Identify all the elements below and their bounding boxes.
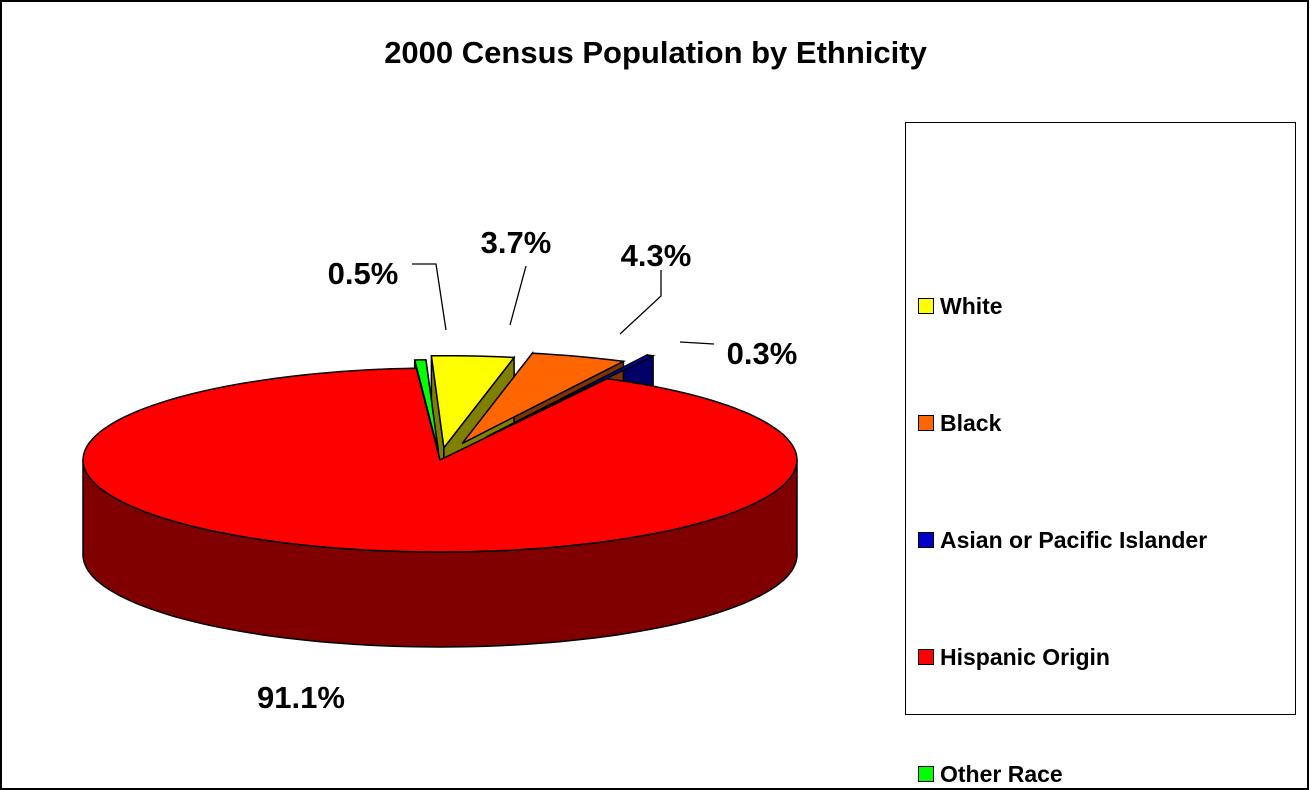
legend-swatch-hispanic <box>918 649 934 665</box>
data-label-hispanic: 91.1% <box>257 680 345 715</box>
leader-line-asian <box>680 342 714 344</box>
legend-label-black: Black <box>940 410 1001 437</box>
legend-label-white: White <box>940 293 1003 320</box>
legend-swatch-other <box>918 766 934 782</box>
legend-swatch-asian <box>918 532 934 548</box>
data-label-other: 0.5% <box>328 256 399 291</box>
legend-item-hispanic: Hispanic Origin <box>918 642 1110 672</box>
legend-label-other: Other Race <box>940 761 1063 788</box>
legend-item-black: Black <box>918 408 1001 438</box>
legend-swatch-black <box>918 415 934 431</box>
data-label-black: 4.3% <box>621 238 692 273</box>
leader-line-other <box>412 264 446 330</box>
legend-label-asian: Asian or Pacific Islander <box>940 527 1207 554</box>
legend: White Black Asian or Pacific Islander Hi… <box>905 122 1296 715</box>
legend-item-white: White <box>918 291 1003 321</box>
data-label-asian: 0.3% <box>727 336 798 371</box>
legend-item-other: Other Race <box>918 759 1063 789</box>
leader-line-white <box>510 266 526 325</box>
legend-item-asian: Asian or Pacific Islander <box>918 525 1207 555</box>
legend-swatch-white <box>918 298 934 314</box>
leader-line-black <box>620 270 661 334</box>
data-label-white: 3.7% <box>481 225 552 260</box>
legend-label-hispanic: Hispanic Origin <box>940 644 1110 671</box>
